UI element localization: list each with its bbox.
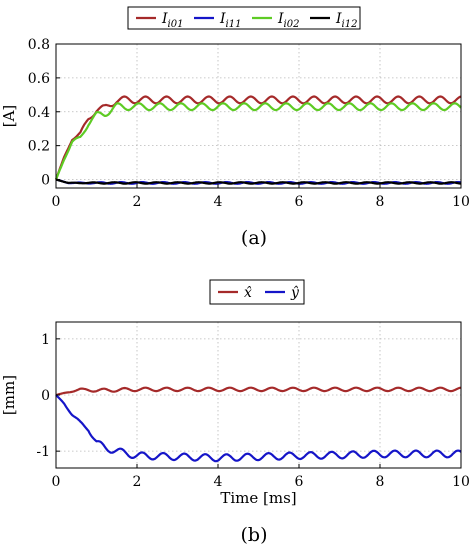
x-tick-label: 6: [295, 194, 304, 210]
x-tick-label: 4: [214, 474, 223, 490]
legend-entry: ŷ: [290, 284, 300, 301]
y-axis-label: [A]: [0, 105, 18, 128]
legend-entry: Ii02: [277, 11, 299, 30]
series-line-s0: [55, 386, 462, 397]
y-axis-label: [mm]: [0, 375, 18, 415]
x-tick-label: 10: [452, 474, 470, 490]
chart-panel-1: 0 2 4 6 8 10 0 0.2 0.4 0.6 0.8 [A] Ii01 Ii11 Ii02 Ii12 (…: [0, 6, 470, 249]
legend-box: [127, 6, 361, 30]
y-tick-label: 0.8: [28, 37, 50, 53]
panel-label: (b): [241, 524, 268, 546]
legend-entry: Ii11: [219, 11, 241, 30]
x-tick-label: 0: [52, 474, 61, 490]
series-line-i01: [54, 95, 462, 180]
series-line-s1: [55, 394, 462, 463]
chart-panel-2: 0 2 4 6 8 10-101[mm]Time [ms]x̂ ŷ(b): [0, 279, 470, 546]
y-tick-label: 0.6: [28, 71, 50, 87]
legend: x̂ ŷ: [209, 279, 305, 305]
x-tick-label: 6: [295, 474, 304, 490]
panel-label: (a): [241, 227, 267, 249]
x-tick-label: 2: [133, 194, 142, 210]
x-tick-label: 8: [376, 474, 385, 490]
axes-frame: [55, 43, 462, 189]
y-tick-label: -1: [36, 444, 50, 460]
x-tick-label: 10: [452, 194, 470, 210]
x-tick-label: 4: [214, 194, 223, 210]
series-line-i12: [55, 178, 462, 185]
y-tick-label: 0: [41, 388, 50, 404]
legend-entry: x̂: [244, 285, 252, 301]
y-tick-label: 0: [41, 173, 50, 189]
y-tick-label: 1: [41, 332, 50, 348]
x-tick-label: 0: [52, 194, 61, 210]
y-tick-label: 0.2: [28, 139, 50, 155]
legend: Ii01 Ii11 Ii02 Ii12: [127, 6, 361, 30]
series-line-i02: [54, 102, 462, 180]
y-tick-label: 0.4: [28, 105, 50, 121]
x-tick-label: 8: [376, 194, 385, 210]
x-axis-label: Time [ms]: [220, 489, 296, 507]
legend-entry: Ii12: [335, 11, 357, 30]
x-tick-label: 2: [133, 474, 142, 490]
legend-entry: Ii01: [161, 11, 183, 30]
